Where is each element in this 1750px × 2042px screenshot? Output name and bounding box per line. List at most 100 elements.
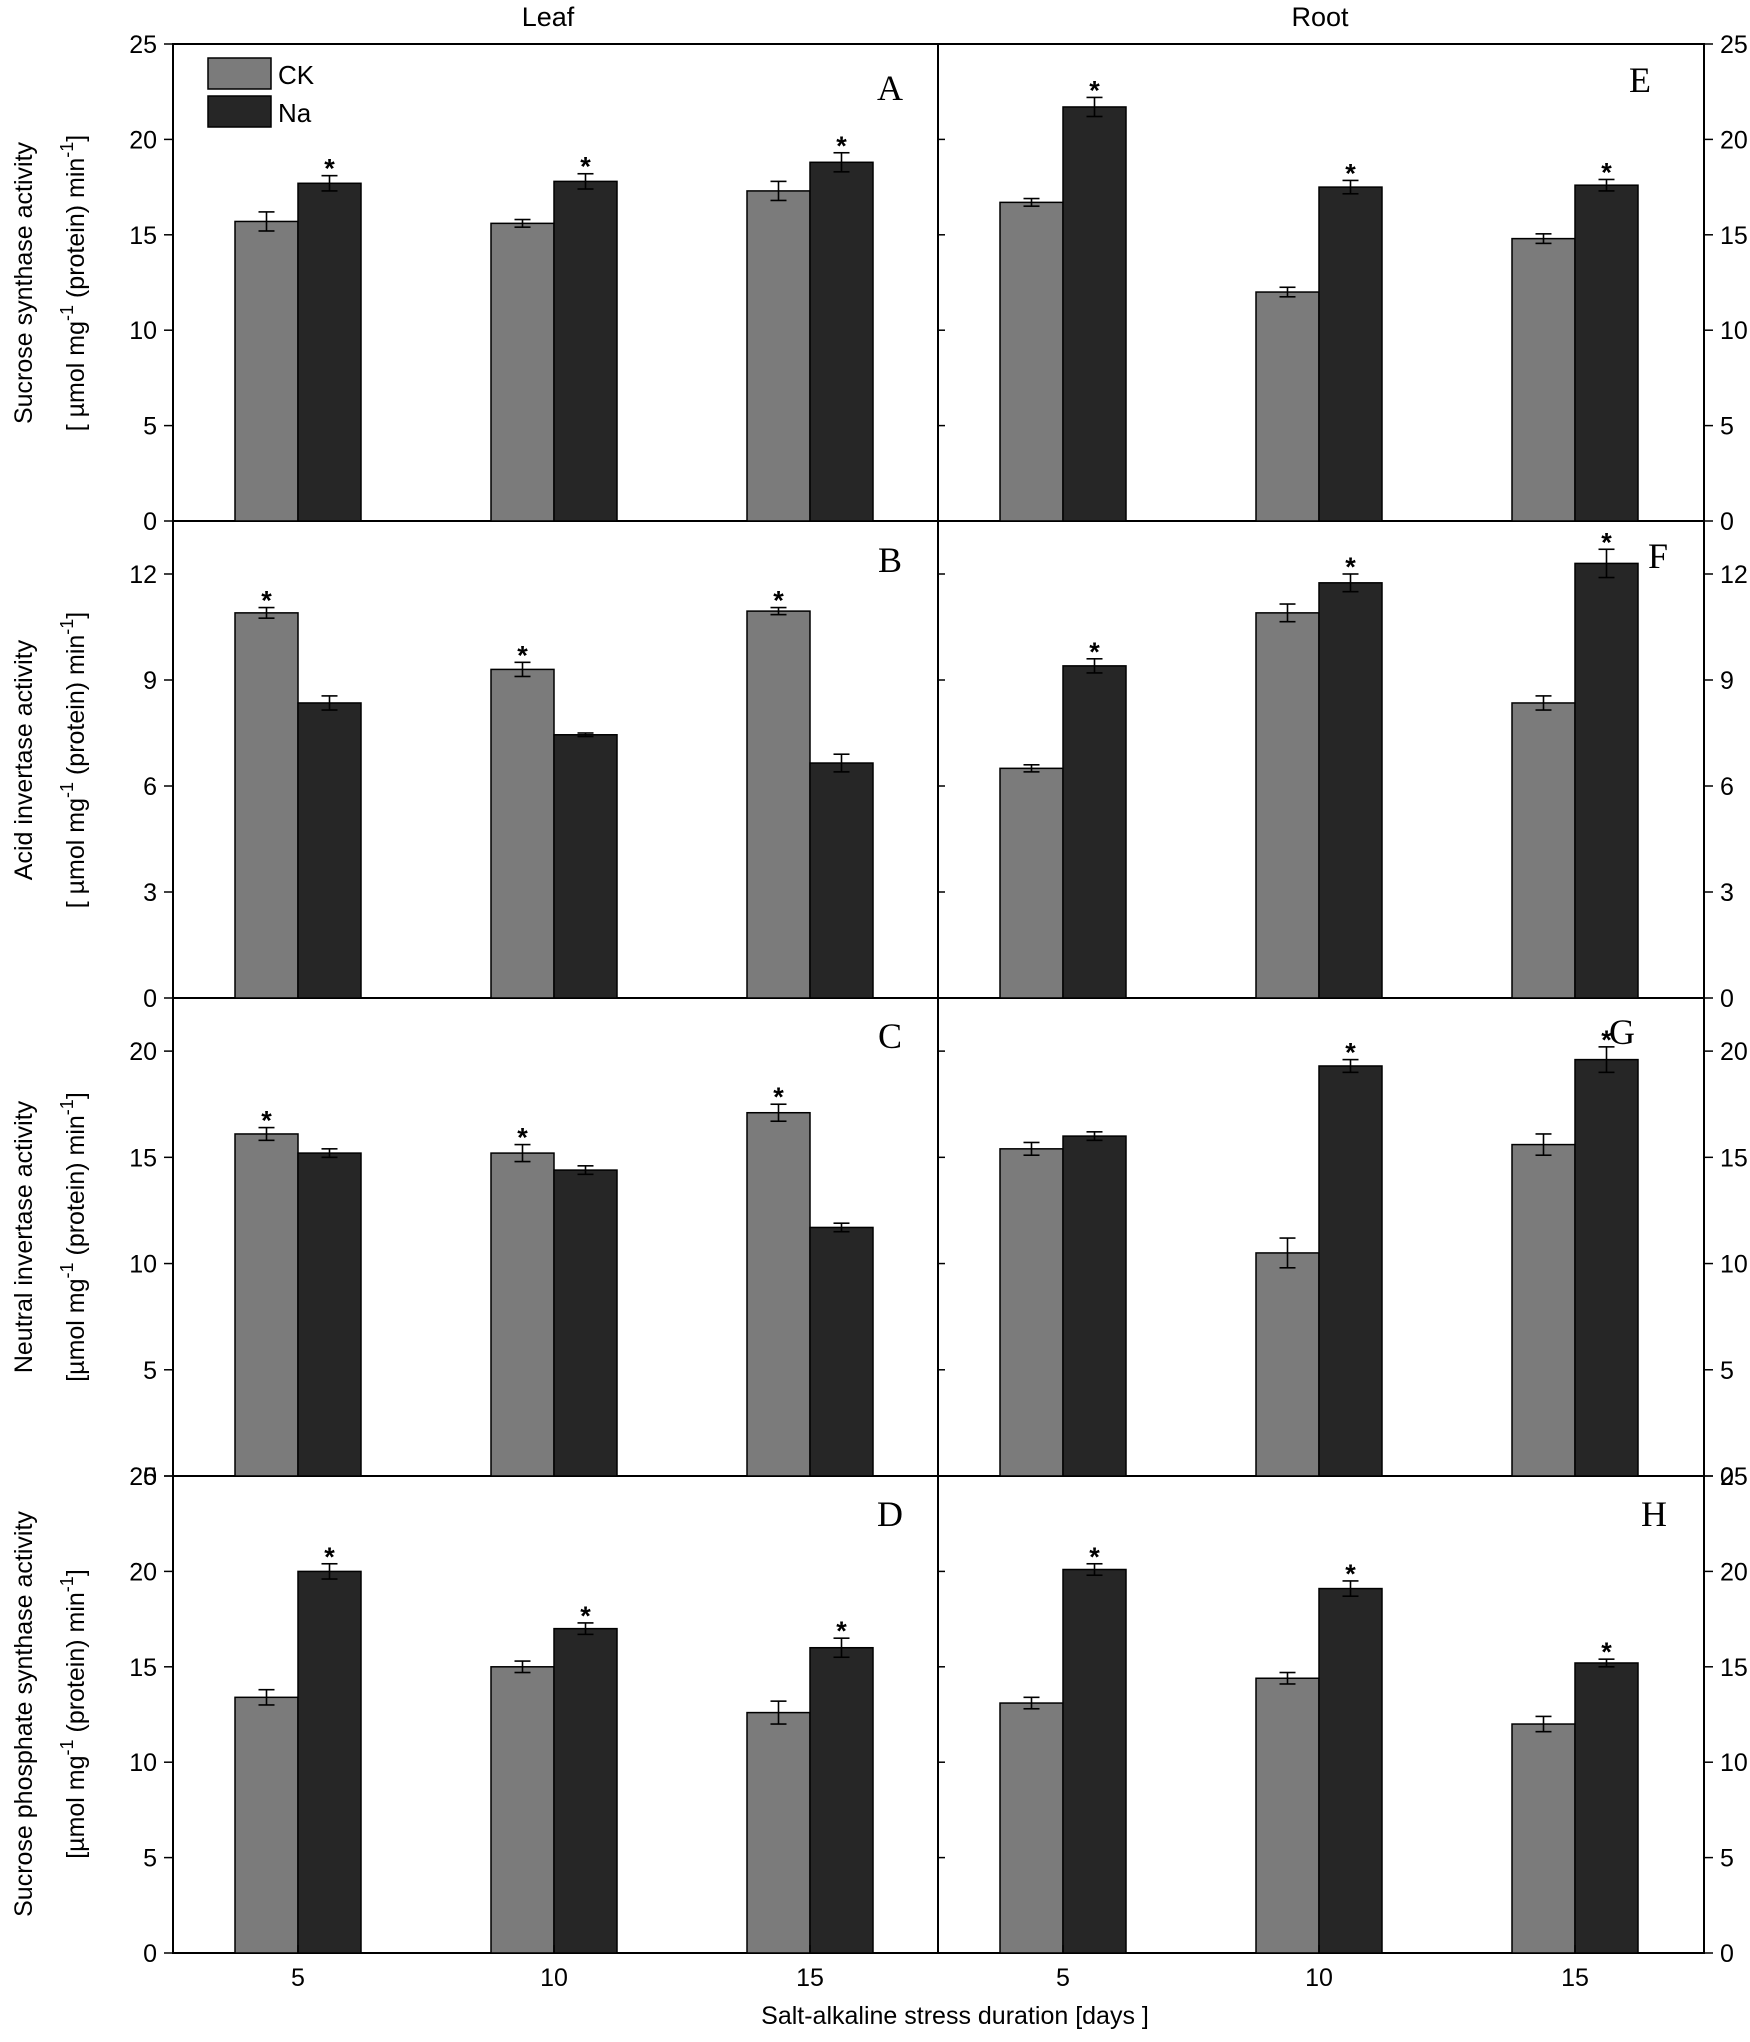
row-label-1-line1: Sucrose synthase activity: [10, 141, 38, 424]
y-tick-label: 25: [129, 31, 157, 59]
significance-star: *: [1345, 1559, 1356, 1589]
significance-star: *: [1345, 158, 1356, 188]
panel-letter-B: B: [878, 540, 902, 580]
row-label-4-line1: Sucrose phosphate synthase activity: [10, 1511, 38, 1917]
panel-letter-C: C: [878, 1016, 902, 1056]
significance-star: *: [1089, 637, 1100, 667]
x-tick-label: 10: [1305, 1964, 1333, 1992]
bar-na-5: [1062, 1135, 1127, 1477]
y-tick-label: 10: [129, 317, 157, 345]
y-tick-label: 25: [1720, 31, 1748, 59]
y-tick-label: 0: [1720, 1463, 1734, 1491]
y-tick-label: 12: [129, 561, 157, 589]
bar-ck-5: [999, 201, 1064, 522]
significance-star: *: [517, 640, 528, 670]
row-label-3-pre: [µmol mg: [62, 1278, 90, 1381]
bar-ck-15: [746, 610, 811, 999]
significance-star: *: [836, 1616, 847, 1646]
row-label-3-post: ]: [62, 1092, 90, 1099]
y-tick-label: 3: [1720, 879, 1734, 907]
panel-H: * 5 * 10 * 15 0 5 10 15 20 25 H: [938, 1463, 1748, 1992]
panel-letter-D: D: [877, 1494, 903, 1534]
bar-ck-15: [1511, 702, 1576, 999]
bar-na-5: [297, 1570, 362, 1954]
y-tick-label: 3: [143, 879, 157, 907]
row-label-4: Sucrose phosphate synthase activity [µmo…: [10, 1511, 90, 1917]
panel-A: * * * 0 5 10 15 20 25 A: [129, 31, 903, 536]
bar-ck-5: [234, 220, 299, 522]
bar-na-10: [553, 1627, 618, 1954]
row-label-3-mid: (protein) min: [62, 1115, 90, 1262]
bar-na-15: [809, 161, 874, 522]
panel-letter-E: E: [1629, 60, 1651, 100]
bar-ck-15: [746, 190, 811, 522]
column-title-leaf: Leaf: [522, 2, 575, 32]
y-tick-label: 20: [129, 1038, 157, 1066]
bar-ck-10: [1255, 1252, 1320, 1477]
bar-na-15: [1574, 562, 1639, 999]
row-label-3-sup-a: -1: [57, 1262, 77, 1278]
row-label-4-line2: [µmol mg-1 (protein) min-1]: [57, 1569, 90, 1859]
y-tick-label: 20: [1720, 1038, 1748, 1066]
bar-na-5: [297, 1152, 362, 1477]
y-tick-label: 0: [143, 985, 157, 1013]
significance-star: *: [836, 131, 847, 161]
bar-na-15: [809, 1226, 874, 1477]
bar-ck-10: [1255, 1677, 1320, 1954]
bar-na-10: [553, 180, 618, 522]
significance-star: *: [1601, 527, 1612, 557]
row-label-3-line1: Neutral invertase activity: [10, 1100, 38, 1373]
bar-na-5: [1062, 1568, 1127, 1954]
panel-D: * 5 * 10 * 15 0 5 10 15 20 25 D: [129, 1463, 903, 1992]
bar-ck-15: [1511, 1143, 1576, 1477]
bar-ck-10: [1255, 612, 1320, 999]
bar-na-15: [809, 1646, 874, 1954]
bar-ck-15: [746, 1111, 811, 1477]
y-tick-label: 0: [1720, 985, 1734, 1013]
x-tick-label: 10: [540, 1964, 568, 1992]
legend-swatch-ck: [207, 57, 272, 90]
panel-letter-H: H: [1641, 1494, 1667, 1534]
significance-star: *: [517, 1123, 528, 1153]
y-tick-label: 5: [143, 413, 157, 441]
panels: * * * 0 5 10 15 20 25 A * * * 0 3 6 9 12 B * * * 0 5 10 15 20 C * 5 * 1…: [129, 31, 1748, 1992]
bar-na-15: [1574, 1662, 1639, 1954]
row-label-2-line1: Acid invertase activity: [10, 639, 38, 880]
y-tick-label: 10: [1720, 317, 1748, 345]
bar-na-10: [1318, 1587, 1383, 1954]
column-title-root: Root: [1291, 2, 1349, 32]
row-label-2-sup-a: -1: [57, 782, 77, 798]
row-label-4-mid: (protein) min: [62, 1592, 90, 1739]
row-label-1-sup-a: -1: [57, 305, 77, 321]
x-tick-label: 15: [796, 1964, 824, 1992]
bar-ck-5: [999, 1148, 1064, 1477]
bar-na-15: [1574, 1058, 1639, 1477]
significance-star: *: [261, 1106, 272, 1136]
bar-ck-10: [490, 668, 555, 999]
legend-label-na: Na: [278, 98, 312, 128]
significance-star: *: [1089, 75, 1100, 105]
significance-star: *: [261, 586, 272, 616]
row-label-3: Neutral invertase activity [µmol mg-1 (p…: [10, 1092, 90, 1382]
panel-E: * * * 0 5 10 15 20 25 E: [938, 31, 1748, 536]
row-label-4-pre: [µmol mg: [62, 1755, 90, 1858]
panel-C: * * * 0 5 10 15 20 C: [129, 1016, 902, 1491]
y-tick-label: 5: [1720, 1357, 1734, 1385]
y-tick-label: 5: [1720, 413, 1734, 441]
y-tick-label: 20: [129, 126, 157, 154]
significance-star: *: [1601, 1025, 1612, 1055]
y-tick-label: 9: [143, 667, 157, 695]
y-tick-label: 5: [1720, 1845, 1734, 1873]
y-tick-label: 5: [143, 1845, 157, 1873]
significance-star: *: [1601, 157, 1612, 187]
row-label-2-mid: (protein) min: [62, 635, 90, 782]
bar-na-10: [553, 734, 618, 999]
significance-star: *: [773, 586, 784, 616]
significance-star: *: [1345, 1038, 1356, 1068]
y-tick-label: 0: [143, 508, 157, 536]
y-tick-label: 15: [129, 1144, 157, 1172]
bar-na-5: [1062, 665, 1127, 999]
significance-star: *: [1089, 1542, 1100, 1572]
row-label-2: Acid invertase activity [ µmol mg-1 (pro…: [10, 612, 90, 909]
